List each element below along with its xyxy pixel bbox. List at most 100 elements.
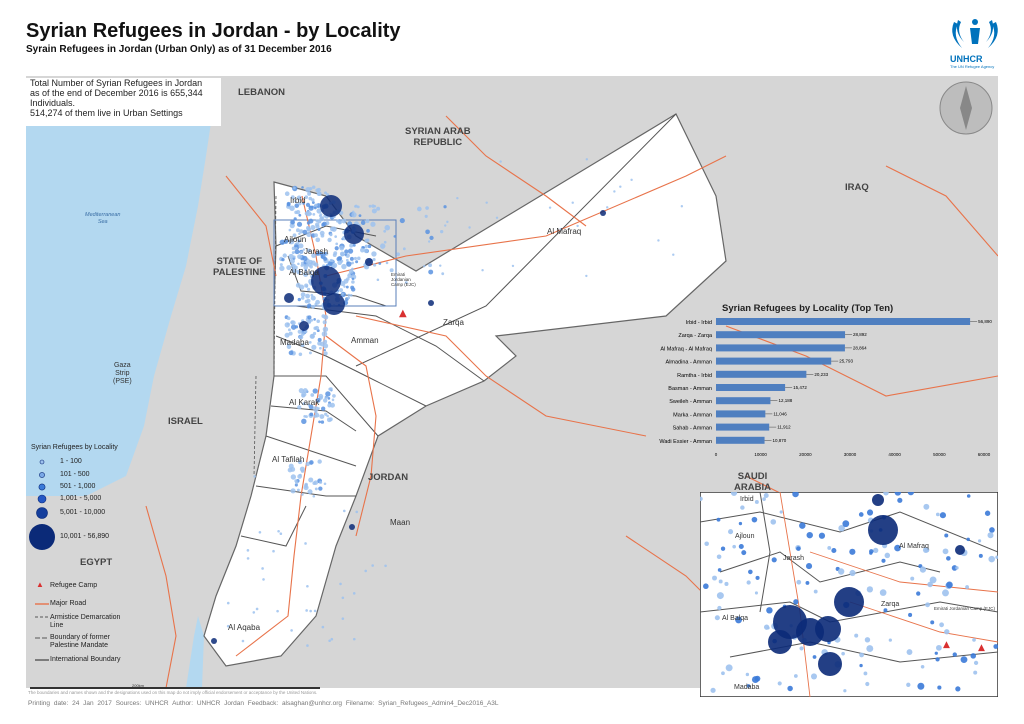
- refugee-dot: [293, 217, 297, 221]
- chart-value-label: 12,188: [778, 398, 792, 403]
- legend-class-1: 1 - 100: [60, 458, 82, 465]
- refugee-dot: [305, 285, 309, 288]
- inset-refugee-dot: [973, 660, 979, 666]
- inset-refugee-dot: [869, 551, 873, 555]
- legend-class-5: 5,001 - 10,000: [60, 509, 106, 516]
- refugee-dot: [321, 625, 325, 629]
- refugee-dot: [340, 280, 346, 287]
- refugee-dot: [306, 211, 312, 217]
- refugee-dot: [313, 480, 319, 485]
- refugee-dot: [548, 206, 552, 209]
- inset-refugee-dot: [745, 672, 750, 677]
- refugee-dot: [440, 230, 444, 234]
- refugee-dot: [329, 258, 333, 263]
- inset-refugee-dot: [725, 664, 733, 672]
- inset-refugee-dot: [868, 515, 898, 545]
- inset-refugee-dot: [865, 681, 870, 687]
- inset-refugee-dot: [888, 638, 892, 642]
- refugee-dot: [308, 218, 314, 224]
- refugee-dot: [316, 191, 322, 196]
- refugee-dot: [283, 239, 289, 244]
- refugee-dot: [289, 258, 295, 264]
- inset-refugee-dot: [952, 652, 957, 657]
- refugee-dot: [389, 268, 394, 273]
- inset-refugee-dot: [987, 532, 994, 539]
- inset-refugee-dot: [917, 682, 925, 690]
- refugee-dot: [396, 252, 400, 257]
- place-gaza: Gaza Strip (PSE): [113, 362, 132, 385]
- place-aqaba: Al Aqaba: [228, 623, 261, 632]
- page-subtitle: Syrain Refugees in Jordan (Urban Only) a…: [26, 44, 332, 55]
- refugee-dot: [499, 160, 502, 163]
- refugee-dot: [298, 243, 304, 249]
- place-karak: Al Karak: [289, 398, 320, 407]
- refugee-dot: [385, 261, 389, 265]
- inset-refugee-dot: [741, 550, 747, 556]
- refugee-dot: [289, 205, 295, 211]
- inset-refugee-dot: [718, 579, 723, 584]
- refugee-dot: [305, 293, 310, 299]
- inset-refugee-dot: [965, 585, 969, 589]
- refugee-dot: [297, 254, 303, 260]
- chart-value-label: 15,472: [793, 385, 807, 390]
- disclaimer: The boundaries and names shown and the d…: [28, 690, 318, 695]
- inset-refugee-dot: [827, 546, 832, 550]
- refugee-dot: [330, 637, 334, 641]
- chart-tick-label: 20000: [799, 452, 812, 457]
- refugee-dot: [585, 158, 589, 161]
- info-line-4: 514,274 of them live in Urban Settings: [30, 108, 183, 118]
- refugee-dot: [319, 480, 323, 484]
- chart-bar: [716, 318, 971, 325]
- chart-category-label: Basman - Amman: [668, 386, 712, 392]
- inset-refugee-dot: [883, 608, 888, 613]
- inset-refugee-dot: [929, 576, 937, 584]
- refugee-dot: [328, 639, 331, 643]
- refugee-dot: [314, 233, 318, 238]
- refugee-dot: [439, 264, 442, 267]
- chart-value-label: 56,890: [978, 319, 992, 324]
- refugee-dot: [347, 293, 351, 297]
- inset-refugee-dot: [922, 547, 929, 553]
- chart-category-label: Wadi Essier - Amman: [659, 439, 712, 445]
- inset-refugee-dot: [751, 676, 759, 684]
- refugee-dot: [424, 214, 428, 218]
- inset-dots: [700, 492, 998, 693]
- legend-title: Syrian Refugees by Locality: [31, 444, 118, 451]
- refugee-dot: [298, 213, 302, 217]
- legend-armistice: Armistice Demarcation Line: [50, 614, 121, 629]
- refugee-dot: [291, 267, 297, 274]
- refugee-dot: [370, 221, 376, 227]
- refugee-dot: [319, 341, 325, 347]
- refugee-dot: [428, 269, 434, 275]
- refugee-dot: [349, 256, 354, 261]
- inset-refugee-dot: [993, 644, 998, 649]
- inset-refugee-dot: [710, 687, 716, 693]
- refugee-dot: [318, 486, 323, 491]
- refugee-dot: [349, 293, 353, 297]
- refugee-dot: [323, 348, 326, 352]
- refugee-dot: [335, 242, 339, 246]
- refugee-dot: [341, 292, 344, 296]
- refugee-dot: [272, 549, 275, 553]
- refugee-dot: [303, 263, 306, 267]
- legend-class-2: 101 - 500: [60, 471, 90, 478]
- camp-icon: ▲: [399, 308, 407, 319]
- refugee-dot: [308, 477, 314, 483]
- refugee-dot: [286, 201, 291, 206]
- refugee-dot: [288, 228, 292, 232]
- info-box: Total Number of Syrian Refugees in Jorda…: [26, 78, 221, 126]
- place-albalqa: Al Balqa: [289, 268, 319, 277]
- inset-refugee-dot: [939, 622, 944, 628]
- refugee-dot: [301, 418, 307, 425]
- inset-refugee-dot: [884, 552, 891, 559]
- page-title: Syrian Refugees in Jordan - by Locality: [26, 20, 401, 42]
- refugee-dot: [319, 414, 325, 419]
- refugee-dot: [308, 404, 314, 410]
- info-line-2: as of the end of December 2016 is 655,34…: [30, 88, 203, 98]
- inset-refugee-dot: [754, 591, 758, 595]
- refugee-dot: [344, 249, 349, 254]
- refugee-dot: [343, 285, 346, 288]
- inset-refugee-dot: [735, 616, 742, 624]
- scale-bar: [30, 687, 320, 689]
- refugee-dot: [311, 266, 341, 296]
